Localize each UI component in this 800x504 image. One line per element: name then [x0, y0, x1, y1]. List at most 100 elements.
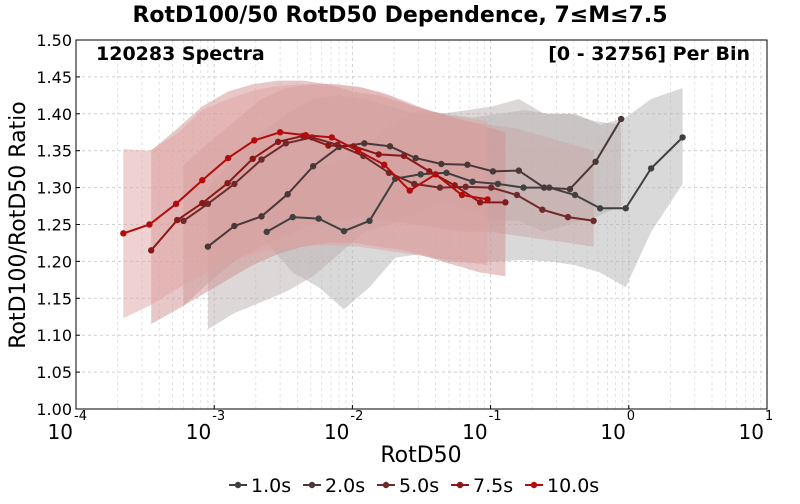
- x-tick-label: 10: [48, 420, 73, 444]
- confidence-band: [123, 84, 488, 319]
- data-point: [494, 180, 502, 188]
- data-point: [274, 138, 282, 146]
- data-point: [354, 147, 362, 154]
- legend-item: 1.0s: [229, 475, 291, 497]
- data-point: [617, 115, 625, 123]
- data-point: [502, 199, 509, 206]
- legend-label: 7.5s: [473, 475, 513, 497]
- data-point: [199, 177, 206, 184]
- data-point: [381, 161, 388, 168]
- y-tick-label: 1.50: [36, 31, 72, 50]
- data-point: [489, 168, 497, 175]
- y-axis: 1.00 1.05 1.10 1.15 1.20 1.25 1.30 1.35 1.40 1.45…: [36, 31, 80, 419]
- data-point: [622, 205, 629, 212]
- data-point: [147, 247, 155, 254]
- y-tick-label: 1.10: [36, 326, 72, 345]
- data-point: [443, 169, 450, 177]
- data-point: [258, 213, 265, 220]
- x-tick-exponent: 1: [765, 409, 773, 424]
- data-point: [282, 140, 290, 147]
- data-point: [592, 158, 599, 165]
- data-point: [566, 185, 574, 193]
- data-point: [204, 243, 212, 250]
- data-point: [412, 154, 419, 162]
- data-point: [539, 206, 546, 213]
- data-point: [410, 180, 418, 188]
- data-point: [224, 154, 232, 162]
- data-point: [340, 227, 348, 235]
- legend-swatch-marker: [456, 481, 464, 489]
- chart-title: RotD100/50 RotD50 Dependence, 7≤M≤7.5: [132, 3, 667, 28]
- x-tick-label: 10: [739, 420, 764, 444]
- data-point: [515, 167, 523, 174]
- x-tick-label: 10: [600, 420, 625, 444]
- data-point: [289, 213, 296, 221]
- legend-item: 2.0s: [303, 475, 365, 497]
- data-point: [432, 171, 439, 178]
- data-point: [520, 184, 527, 191]
- data-point: [462, 183, 469, 191]
- y-tick-label: 1.35: [36, 142, 72, 161]
- data-point: [224, 179, 231, 187]
- data-point: [464, 161, 471, 168]
- data-point: [679, 134, 686, 141]
- x-tick-exponent: -2: [350, 409, 363, 424]
- y-tick-label: 1.00: [36, 400, 72, 419]
- x-tick-exponent: -3: [212, 409, 225, 424]
- data-point: [469, 178, 476, 185]
- legend-swatch-marker: [530, 481, 538, 489]
- data-point: [417, 171, 424, 178]
- data-point: [484, 196, 491, 203]
- data-point: [204, 200, 212, 208]
- data-point: [375, 151, 382, 158]
- data-point: [328, 134, 336, 141]
- data-point: [180, 217, 187, 225]
- x-axis-label: RotD50: [380, 443, 461, 468]
- data-point: [231, 222, 238, 230]
- data-point: [120, 230, 127, 237]
- data-point: [400, 152, 408, 160]
- x-tick-label: 10: [324, 420, 349, 444]
- data-point: [487, 184, 495, 191]
- data-point: [571, 191, 579, 199]
- data-point: [366, 217, 373, 225]
- data-point: [590, 217, 597, 225]
- y-tick-label: 1.20: [36, 252, 72, 271]
- data-point: [406, 187, 413, 194]
- legend-label: 1.0s: [251, 475, 291, 497]
- y-tick-label: 1.05: [36, 363, 72, 382]
- data-point: [540, 184, 548, 191]
- data-point: [564, 213, 572, 221]
- legend-label: 10.0s: [547, 475, 599, 497]
- data-point: [174, 216, 181, 224]
- data-point: [476, 199, 484, 206]
- data-point: [199, 199, 206, 207]
- y-tick-label: 1.45: [36, 68, 72, 87]
- data-point: [361, 140, 368, 147]
- legend-swatch-marker: [234, 481, 242, 489]
- y-tick-label: 1.15: [36, 289, 72, 308]
- data-point: [315, 215, 322, 222]
- x-tick-exponent: 0: [627, 409, 635, 424]
- data-point: [249, 155, 256, 163]
- data-point: [146, 221, 153, 228]
- data-point: [276, 129, 284, 136]
- data-point: [386, 143, 394, 150]
- legend-label: 5.0s: [399, 475, 439, 497]
- x-tick-label: 10: [186, 420, 211, 444]
- legend-item: 5.0s: [377, 475, 439, 497]
- legend-label: 2.0s: [325, 475, 365, 497]
- data-point: [263, 228, 270, 236]
- data-point: [513, 191, 521, 199]
- legend: 1.0s 2.0s 5.0s 7.5s 10.0s: [229, 475, 599, 497]
- y-tick-label: 1.40: [36, 105, 72, 124]
- series-lines: [120, 115, 686, 254]
- y-tick-label: 1.30: [36, 179, 72, 198]
- data-point: [258, 156, 265, 163]
- data-point: [309, 162, 317, 170]
- data-point: [436, 184, 444, 191]
- x-tick-label: 10: [462, 420, 487, 444]
- annotation-spectra-count: 120283 Spectra: [96, 43, 265, 65]
